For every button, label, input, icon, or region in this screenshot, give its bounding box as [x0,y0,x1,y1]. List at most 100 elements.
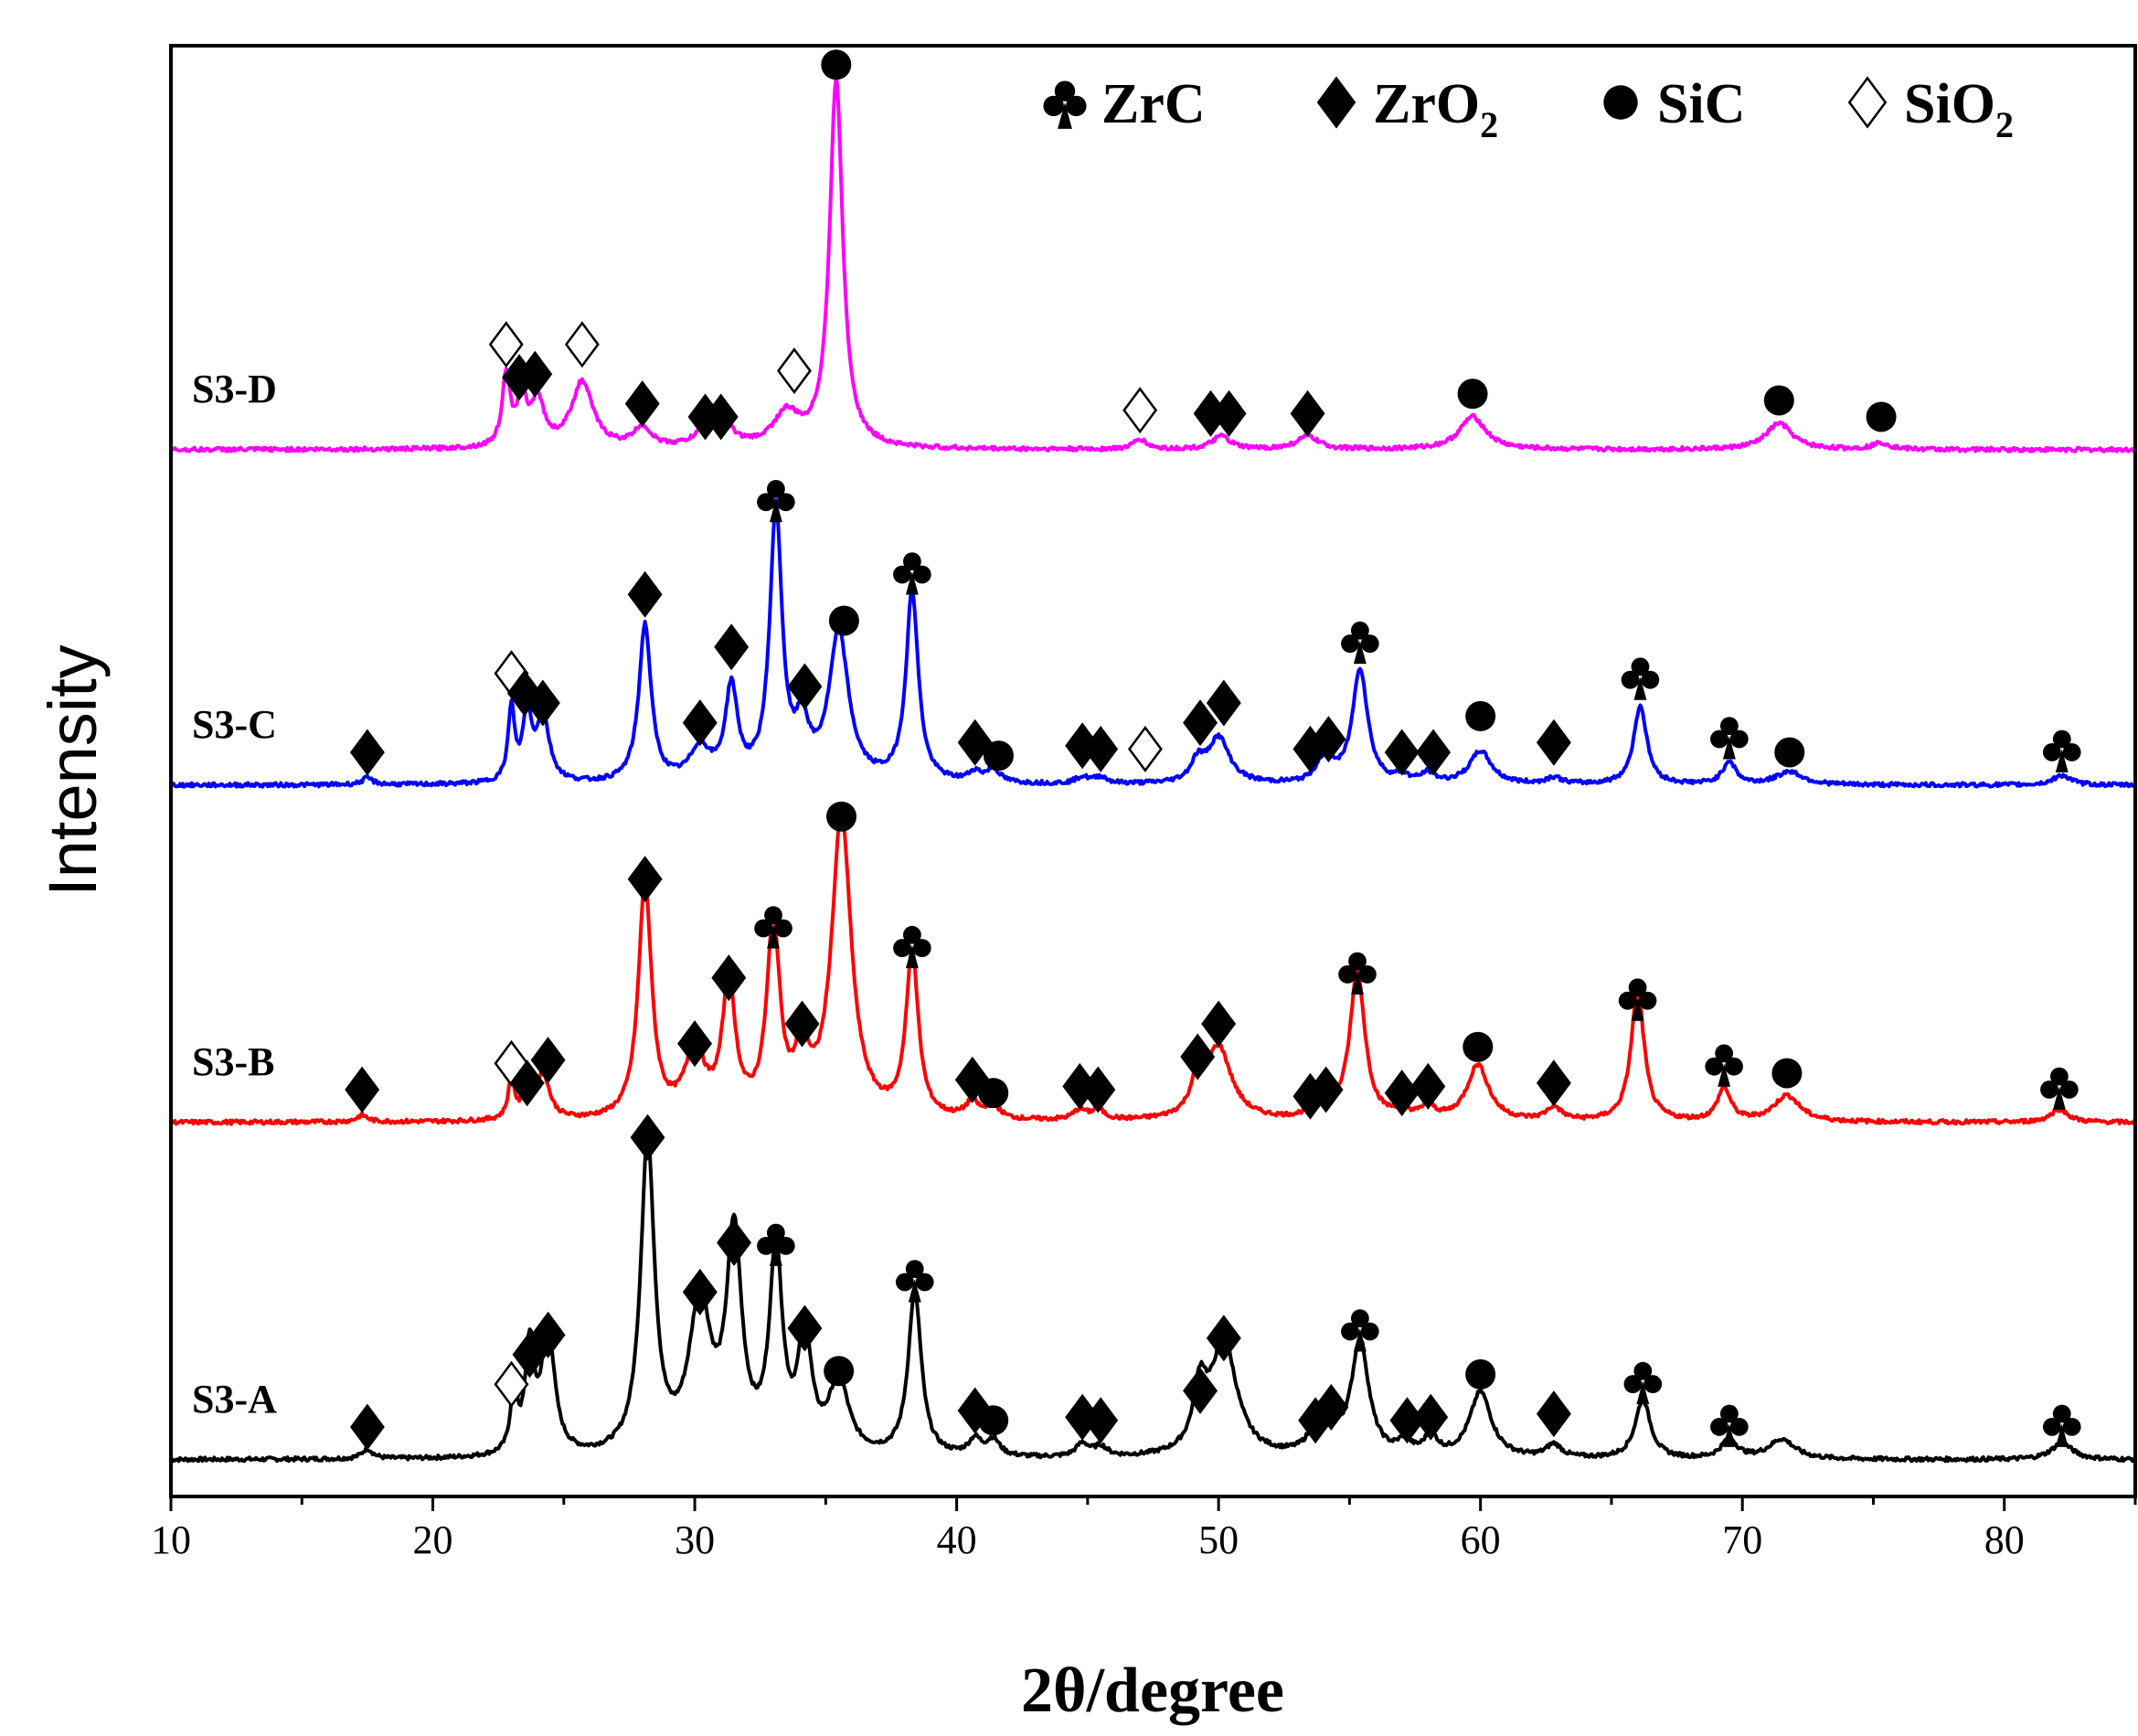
peak-marker-s3-a-0-shape [349,1403,385,1451]
peak-marker-s3-c-9-shape [828,605,859,636]
peak-marker-s3-c-28 [2042,730,2081,772]
peak-marker-s3-a-26-lobe-top [2052,1404,2071,1423]
plot-frame [169,44,2137,1498]
peak-marker-s3-d-4-shape [624,380,660,428]
peak-marker-s3-b-4 [627,856,663,903]
peak-marker-s3-a-15-shape [1183,1367,1218,1414]
peak-marker-s3-c-14-shape [1083,725,1119,772]
peak-marker-s3-c-5 [682,699,718,747]
peak-marker-s3-c-25-lobe-top [1631,657,1650,676]
legend-symbol-1-shape [1316,76,1356,129]
peak-marker-s3-b-27-lobe-top [2050,1067,2069,1086]
peak-marker-s3-b-18 [1308,1066,1344,1113]
peak-marker-s3-c-28-stem [2055,749,2069,772]
peak-marker-s3-a-7 [757,1223,795,1266]
peak-marker-s3-b-10-stem [905,944,919,969]
peak-marker-s3-c-24-shape [1536,719,1571,766]
peak-marker-s3-c-20 [1341,621,1379,665]
peak-marker-s3-c-17-shape [1206,679,1241,727]
peak-marker-s3-d-14-shape [1763,385,1794,416]
peak-marker-s3-a-10-lobe-right [915,1273,934,1292]
peak-marker-s3-d-12-shape [1290,389,1325,437]
x-tick-label-60: 60 [1461,1518,1501,1562]
peak-marker-s3-a-16 [1206,1315,1241,1362]
legend-label-main-0: ZrC [1101,73,1206,135]
peak-marker-s3-a-23-shape [1536,1390,1571,1438]
peak-marker-s3-a-26-lobe-left [2042,1417,2061,1436]
peak-marker-s3-b-8-shape [784,1000,820,1048]
peak-marker-s3-c-5-shape [682,699,718,747]
peak-marker-s3-a-4-shape [630,1113,665,1161]
peak-marker-s3-c-7-lobe-left [757,493,775,512]
legend-symbol-0-lobe-top [1054,80,1076,101]
peak-marker-s3-c-23-shape [1465,700,1496,731]
peak-marker-s3-b-24-stem [1631,997,1644,1021]
peak-marker-s3-c-10-stem [905,571,919,595]
legend-symbol-3-shape [1847,76,1888,129]
peak-marker-s3-c-10-lobe-left [893,565,911,584]
peak-marker-s3-b-14-shape [1080,1066,1116,1113]
peak-marker-s3-a-22 [1465,1358,1496,1390]
peak-marker-s3-a-25-lobe-right [1729,1417,1749,1436]
peak-marker-s3-a-10-lobe-top [905,1260,924,1279]
peak-marker-s3-a-19-stem [1353,1328,1367,1352]
series-labels: S3-A S3-B S3-C S3-D [192,367,277,1422]
peak-marker-s3-d-15-shape [1866,401,1897,432]
peak-marker-s3-d-0 [488,321,524,368]
peak-marker-s3-b-27 [2040,1067,2079,1110]
peak-marker-s3-b-10-lobe-left [893,939,911,957]
peak-marker-s3-b-16-shape [1201,1000,1237,1048]
peak-marker-s3-b-10-lobe-right [912,939,931,957]
peak-marker-s3-c-28-lobe-right [2062,742,2081,761]
peak-marker-s3-b-0-shape [345,1066,380,1113]
peak-marker-s3-b-23 [1536,1060,1571,1107]
peak-marker-s3-c-16 [1183,699,1218,747]
peak-marker-s3-d-7 [776,347,812,395]
peak-marker-s3-a-14 [1083,1397,1119,1444]
peak-marker-s3-c-3 [525,679,560,727]
peak-marker-s3-b-27-lobe-left [2040,1080,2058,1099]
peak-marker-s3-c-6-shape [714,623,750,671]
peak-marker-s3-b-22 [1463,1031,1494,1062]
peak-marker-s3-a-0 [349,1403,385,1451]
peak-marker-s3-c-3-shape [525,679,560,727]
peak-marker-s3-d-6-shape [703,393,739,441]
peak-marker-s3-b-25-lobe-left [1705,1057,1724,1076]
legend-symbol-0-lobe-right [1066,95,1087,117]
peak-marker-s3-a-4 [630,1113,665,1161]
peak-marker-s3-c-25 [1621,657,1660,700]
peak-marker-s3-c-26-lobe-left [1710,730,1728,749]
legend-symbol-2: circle-filled [1603,85,1638,120]
series-line-s3-b [170,808,2136,1126]
peak-marker-s3-d-3-shape [564,321,600,368]
peak-marker-s3-b-19 [1338,952,1377,995]
peak-marker-s3-c-12 [983,740,1014,772]
series-label-s3-a: S3-A [192,1377,277,1422]
peak-marker-s3-b-12 [978,1078,1009,1109]
peak-marker-s3-c-0-shape [349,729,385,776]
peak-marker-s3-a-10-stem [908,1279,921,1303]
peak-marker-s3-c-19-shape [1311,716,1346,763]
peak-marker-s3-d-3 [564,321,600,368]
series-line-s3-c [169,498,2136,789]
peak-marker-s3-a-18 [1314,1383,1349,1431]
legend-symbol-2-shape [1603,85,1638,120]
peak-marker-s3-a-25-stem [1722,1423,1736,1447]
peak-marker-s3-b-7-stem [767,925,780,949]
peak-marker-s3-c-25-stem [1633,676,1647,700]
peak-marker-s3-a-8 [787,1305,823,1352]
peak-marker-s3-a-21-shape [1413,1393,1449,1441]
peak-marker-s3-c-20-stem [1353,640,1367,665]
peak-marker-s3-c-8 [787,663,823,710]
peak-marker-s3-b-7 [754,906,792,949]
peak-marker-s3-a-24-lobe-left [1623,1375,1643,1393]
peak-marker-s3-c-4 [627,570,663,618]
peak-marker-s3-c-11 [957,719,993,766]
peak-marker-s3-a-24-lobe-top [1633,1361,1653,1380]
peak-marker-s3-d-2 [517,350,553,398]
peak-marker-s3-c-26-lobe-top [1719,717,1739,736]
peak-marker-s3-c-22 [1416,729,1452,776]
peak-marker-s3-a-24-lobe-right [1643,1375,1663,1393]
peak-marker-s3-a-7-stem [769,1242,782,1266]
peak-marker-s3-d-2-shape [517,350,553,398]
